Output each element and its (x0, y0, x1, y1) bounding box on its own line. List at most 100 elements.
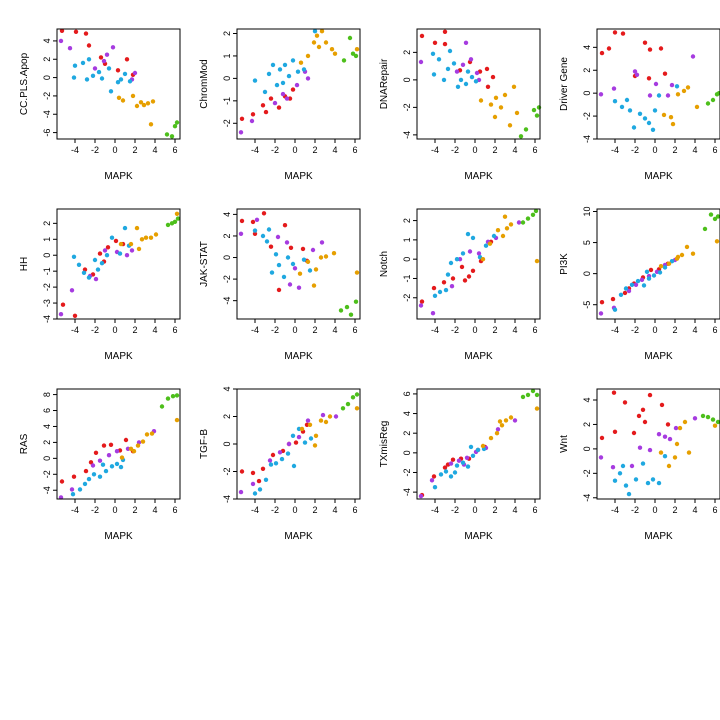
x-tick-label: 0 (652, 325, 657, 335)
x-tick-label: 4 (332, 505, 337, 515)
data-point (117, 251, 123, 256)
data-point (260, 233, 266, 239)
data-point (449, 284, 455, 289)
y-axis-label: HH (19, 257, 30, 271)
data-point (124, 253, 130, 258)
data-point (239, 116, 245, 122)
y-tick-label: 1 (42, 237, 52, 242)
data-point (692, 416, 698, 421)
x-axis-label: MAPK (464, 531, 493, 542)
data-point (80, 60, 86, 66)
data-point (113, 238, 119, 244)
data-point (633, 282, 639, 287)
y-tick-label: -4 (402, 488, 412, 496)
data-point (148, 235, 154, 240)
data-point (470, 453, 476, 458)
panel-pi3k: -4 -2 0 2 4 6 -5 0 5 10 MAPK PI3K (559, 206, 720, 362)
x-tick-label: 2 (492, 145, 497, 155)
data-point (294, 82, 300, 88)
data-point (456, 458, 462, 463)
data-point (495, 427, 501, 432)
data-point (299, 426, 305, 432)
y-tick-label: 2 (222, 233, 232, 238)
plot-frame (56, 208, 181, 320)
x-axis-label: MAPK (644, 171, 673, 182)
data-point (175, 216, 181, 221)
data-point (525, 392, 531, 398)
data-point (149, 431, 155, 436)
x-tick-label: 6 (172, 325, 177, 335)
data-point (262, 89, 268, 95)
data-point (95, 267, 101, 272)
data-point (72, 63, 78, 68)
data-point (656, 93, 662, 98)
data-point (431, 285, 437, 291)
data-point (448, 260, 454, 266)
data-point (662, 265, 668, 270)
data-point (418, 493, 424, 499)
data-point (250, 219, 256, 225)
data-point (270, 62, 276, 68)
data-point (627, 108, 633, 113)
data-point (144, 432, 150, 437)
data-point (313, 433, 319, 438)
data-point (452, 470, 458, 475)
x-tick-label: 6 (172, 145, 177, 155)
data-point (665, 422, 671, 427)
plot-frame (416, 28, 541, 140)
data-point (651, 273, 657, 278)
y-tick-label: -4 (222, 297, 232, 305)
y-tick-label: 4 (582, 45, 592, 50)
data-point (431, 72, 437, 77)
y-axis-label: Wnt (559, 435, 570, 453)
data-point (311, 283, 317, 288)
data-point (353, 53, 359, 59)
data-point (145, 101, 151, 106)
data-point (430, 51, 436, 56)
data-point (261, 211, 267, 216)
y-tick-label: 0 (222, 255, 232, 260)
data-point (451, 61, 457, 66)
data-point (646, 76, 652, 81)
data-point (612, 478, 618, 483)
data-point (502, 214, 508, 219)
data-point (344, 304, 350, 310)
data-point (250, 112, 256, 117)
data-point (104, 253, 110, 258)
data-point (263, 477, 269, 482)
y-tick-label: -6 (42, 129, 52, 137)
x-tick-label: 4 (332, 145, 337, 155)
x-tick-label: 2 (492, 505, 497, 515)
data-point (647, 93, 653, 98)
data-point (639, 277, 645, 282)
data-point (629, 463, 635, 469)
x-tick-label: 2 (312, 145, 317, 155)
data-point (252, 228, 258, 233)
data-point (268, 462, 274, 467)
y-tick-label: -1 (222, 97, 232, 105)
data-point (418, 303, 424, 308)
data-point (499, 423, 505, 428)
x-tick-label: 0 (652, 145, 657, 155)
data-point (599, 435, 605, 441)
data-point (682, 419, 688, 425)
data-point (622, 400, 628, 405)
data-point (612, 99, 618, 104)
x-axis-label: MAPK (464, 171, 493, 182)
data-point (611, 86, 617, 91)
x-tick-label: 0 (472, 145, 477, 155)
data-point (675, 92, 681, 97)
data-point (131, 449, 137, 454)
y-axis-label: ChromMod (199, 59, 210, 108)
data-point (470, 235, 476, 241)
x-tick-label: 4 (152, 505, 157, 515)
y-tick-label: -2 (42, 92, 52, 100)
data-point (656, 480, 662, 486)
data-point (118, 77, 124, 82)
data-point (700, 413, 706, 419)
data-point (314, 33, 320, 38)
data-point (354, 392, 360, 397)
data-point (712, 216, 718, 222)
data-point (273, 252, 279, 257)
data-point (503, 418, 509, 423)
